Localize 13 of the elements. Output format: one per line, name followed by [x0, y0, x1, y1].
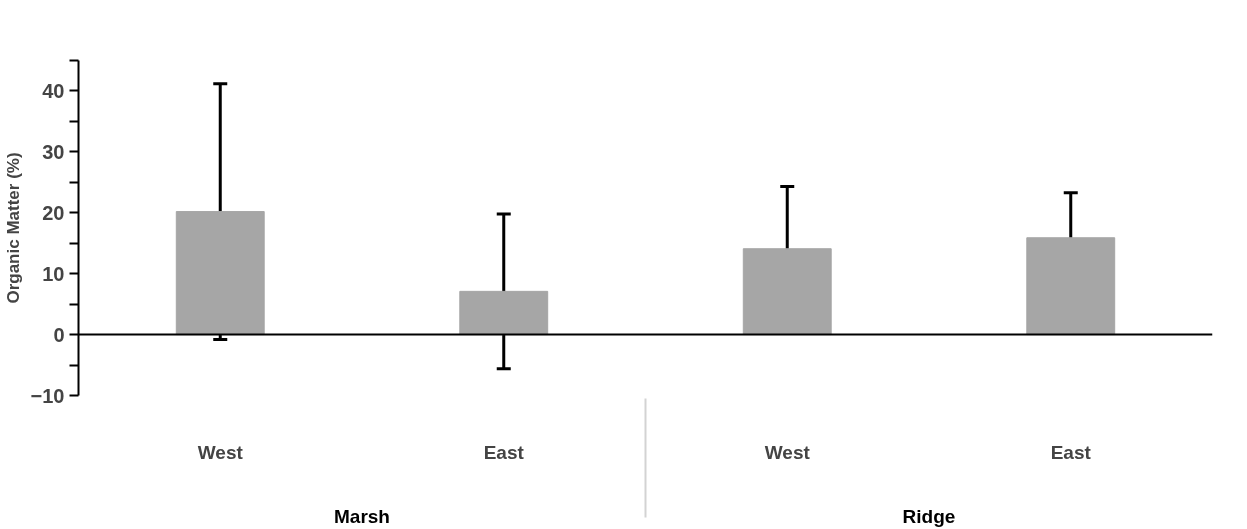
x-tick-label: West	[197, 441, 244, 463]
y-tick-label: 10	[42, 262, 65, 285]
y-tick-label: 0	[53, 323, 65, 346]
y-tick-label: 40	[42, 79, 65, 102]
text: Ridge	[902, 505, 956, 527]
y-axis-title: Organic Matter (%)	[3, 152, 23, 304]
text: Marsh	[334, 505, 390, 527]
x-tick-label: West	[764, 441, 811, 463]
y-tick-label: −10	[30, 384, 65, 407]
x-tick-label: East	[1050, 441, 1092, 463]
y-tick-label: 30	[42, 140, 65, 163]
y-tick-label: 20	[42, 201, 65, 224]
x-tick-label: East	[483, 441, 525, 463]
